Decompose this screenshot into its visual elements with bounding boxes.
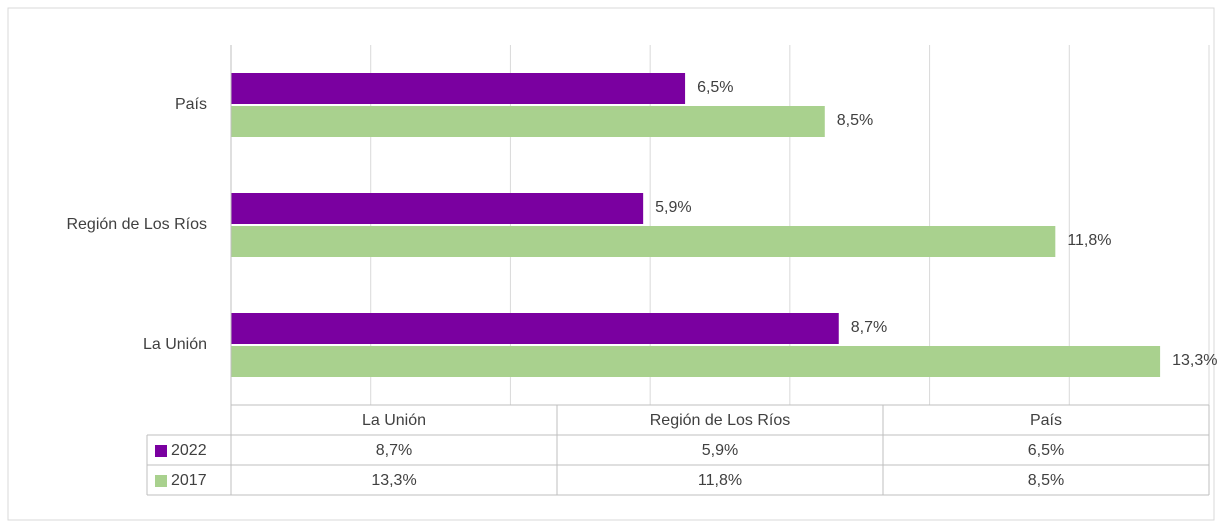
bar [231,106,825,137]
table-header: La Unión [362,412,426,429]
y-tick-label: País [175,96,207,113]
table-header: País [1030,412,1062,429]
table-cell: 8,7% [376,442,412,459]
table-cell: 6,5% [1028,442,1064,459]
table-cell: 5,9% [702,442,738,459]
legend-swatch [155,445,167,457]
data-label: 6,5% [697,79,733,96]
bar [231,73,686,104]
y-tick-label: Región de Los Ríos [66,216,207,233]
table-cell: 8,5% [1028,472,1064,489]
bar [231,313,839,344]
bar [231,226,1056,257]
legend-label: 2022 [171,442,207,459]
legend-label: 2017 [171,472,207,489]
bar [231,346,1161,377]
table-header: Región de Los Ríos [650,412,791,429]
data-label: 8,7% [851,319,887,336]
table-cell: 13,3% [371,472,416,489]
data-label: 13,3% [1172,352,1217,369]
legend-swatch [155,475,167,487]
data-label: 8,5% [837,112,873,129]
bar [231,193,644,224]
table-cell: 11,8% [698,472,742,489]
y-tick-label: La Unión [143,336,207,353]
data-label: 11,8% [1067,232,1111,249]
data-label: 5,9% [655,199,691,216]
